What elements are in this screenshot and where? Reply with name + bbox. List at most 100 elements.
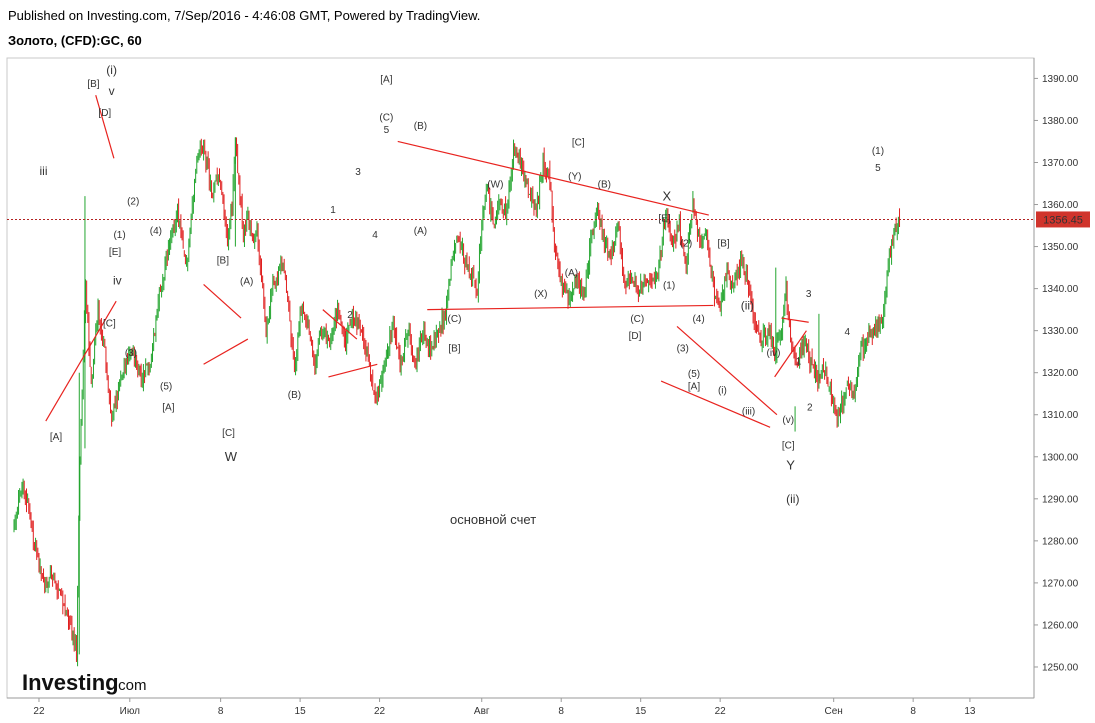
wave-label: [B] <box>87 79 99 90</box>
wave-label: [B] <box>448 344 460 355</box>
wave-label: основной счет <box>450 512 536 527</box>
wave-label: [C] <box>103 318 116 329</box>
wave-label: (X) <box>534 289 547 300</box>
x-tick-label: 8 <box>218 706 224 717</box>
trend-line <box>203 283 242 319</box>
wave-label: (B) <box>598 180 611 191</box>
x-axis: 22 Июл 8 15 22 Авг 8 15 22 Сен 8 13 <box>33 698 976 717</box>
y-tick-label: 1380.00 <box>1042 116 1079 127</box>
y-tick-label: 1280.00 <box>1042 536 1079 547</box>
x-tick-label: 22 <box>33 706 45 717</box>
wave-label: (i) <box>718 386 727 397</box>
trend-line <box>427 304 714 311</box>
wave-label: v <box>109 84 115 98</box>
y-tick-label: 1330.00 <box>1042 326 1079 337</box>
wave-label: 1 <box>330 205 336 216</box>
y-tick-label: 1350.00 <box>1042 242 1079 253</box>
wave-label: [D] <box>629 331 642 342</box>
wave-label: (1) <box>872 146 884 157</box>
wave-label: (W) <box>487 180 503 191</box>
symbol-title: Золото, (CFD):GC, 60 <box>8 33 142 48</box>
published-line: Published on Investing.com, 7/Sep/2016 -… <box>8 8 481 23</box>
y-axis: 1250.00 1260.00 1270.00 1280.00 1290.00 1300.… <box>1034 74 1079 673</box>
trend-line <box>781 317 809 323</box>
wave-label: [C] <box>572 138 585 149</box>
y-tick-label: 1260.00 <box>1042 620 1079 631</box>
wave-label: [C] <box>222 428 235 439</box>
wave-label: 2 <box>347 310 353 321</box>
wave-label: (v) <box>782 415 794 426</box>
wave-label: [B] <box>717 239 729 250</box>
wave-label: (1) <box>113 230 125 241</box>
wave-labels: iii [A] [B] (i) v [D] (1) [E] (2) iv [C] (4) (3) (5) [… <box>40 63 885 527</box>
wave-label: [E] <box>109 247 121 258</box>
x-tick-label: 22 <box>715 706 727 717</box>
trend-line <box>660 380 771 428</box>
wave-label: (B) <box>414 121 427 132</box>
wave-label: (2) <box>127 197 139 208</box>
wave-label: (A) <box>414 226 427 237</box>
x-tick-label: 8 <box>558 706 564 717</box>
y-tick-label: 1290.00 <box>1042 494 1079 505</box>
investing-logo: Investing .com <box>22 670 147 695</box>
y-tick-label: 1250.00 <box>1042 662 1079 673</box>
logo-brand: Investing <box>22 670 119 695</box>
wave-label: (Y) <box>568 171 581 182</box>
wave-label: [A] <box>162 403 174 414</box>
wave-label: iv <box>113 273 122 287</box>
wave-label: (1) <box>663 281 675 292</box>
wave-label: 4 <box>845 327 851 338</box>
x-tick-label: Июл <box>120 706 140 717</box>
trend-line <box>95 95 115 159</box>
trend-line <box>45 300 117 422</box>
wave-label: (3) <box>125 348 137 359</box>
wave-label: (5) <box>160 382 172 393</box>
wave-label: (ii) <box>741 299 754 313</box>
y-tick-label: 1370.00 <box>1042 158 1079 169</box>
y-tick-label: 1390.00 <box>1042 74 1079 85</box>
wave-label: (A) <box>565 268 578 279</box>
wave-label: [B] <box>217 255 229 266</box>
wave-label: 3 <box>806 289 812 300</box>
wave-label: [C] <box>782 440 795 451</box>
wave-label: (2) <box>680 239 692 250</box>
y-tick-label: 1270.00 <box>1042 578 1079 589</box>
wave-label: (4) <box>150 226 162 237</box>
x-tick-label: Сен <box>825 706 843 717</box>
y-tick-label: 1360.00 <box>1042 200 1079 211</box>
trend-line <box>774 330 807 378</box>
candles <box>13 137 901 667</box>
wave-label: 5 <box>875 163 881 174</box>
wave-label: (C) <box>448 314 462 325</box>
wave-label: W <box>225 449 238 464</box>
wave-label: (5) <box>688 369 700 380</box>
wave-label: (ii) <box>786 492 799 506</box>
wave-label: X <box>662 188 671 203</box>
wave-label: [E] <box>658 213 670 224</box>
wave-label: Y <box>786 457 795 472</box>
trend-line <box>397 140 709 216</box>
wave-label: (i) <box>106 63 117 77</box>
x-tick-label: 8 <box>910 706 916 717</box>
trend-lines <box>45 95 809 428</box>
wave-label: (B) <box>288 390 301 401</box>
wave-label: iii <box>40 164 48 178</box>
wave-label: 4 <box>372 230 378 241</box>
x-tick-label: 22 <box>374 706 386 717</box>
wave-label: 2 <box>807 403 813 414</box>
wave-label: (A) <box>240 276 253 287</box>
wave-label: (C) <box>630 314 644 325</box>
y-tick-label: 1340.00 <box>1042 284 1079 295</box>
x-tick-label: Авг <box>474 706 490 717</box>
trend-line <box>322 309 358 340</box>
trend-line <box>203 338 249 365</box>
wave-label: 1 <box>796 356 802 367</box>
x-tick-label: 15 <box>635 706 647 717</box>
wave-label: 5 <box>384 125 390 136</box>
trend-line <box>676 325 778 416</box>
x-tick-label: 15 <box>295 706 307 717</box>
logo-suffix: .com <box>114 677 147 694</box>
wave-label: [A] <box>688 382 700 393</box>
wave-label: (iv) <box>767 348 781 359</box>
